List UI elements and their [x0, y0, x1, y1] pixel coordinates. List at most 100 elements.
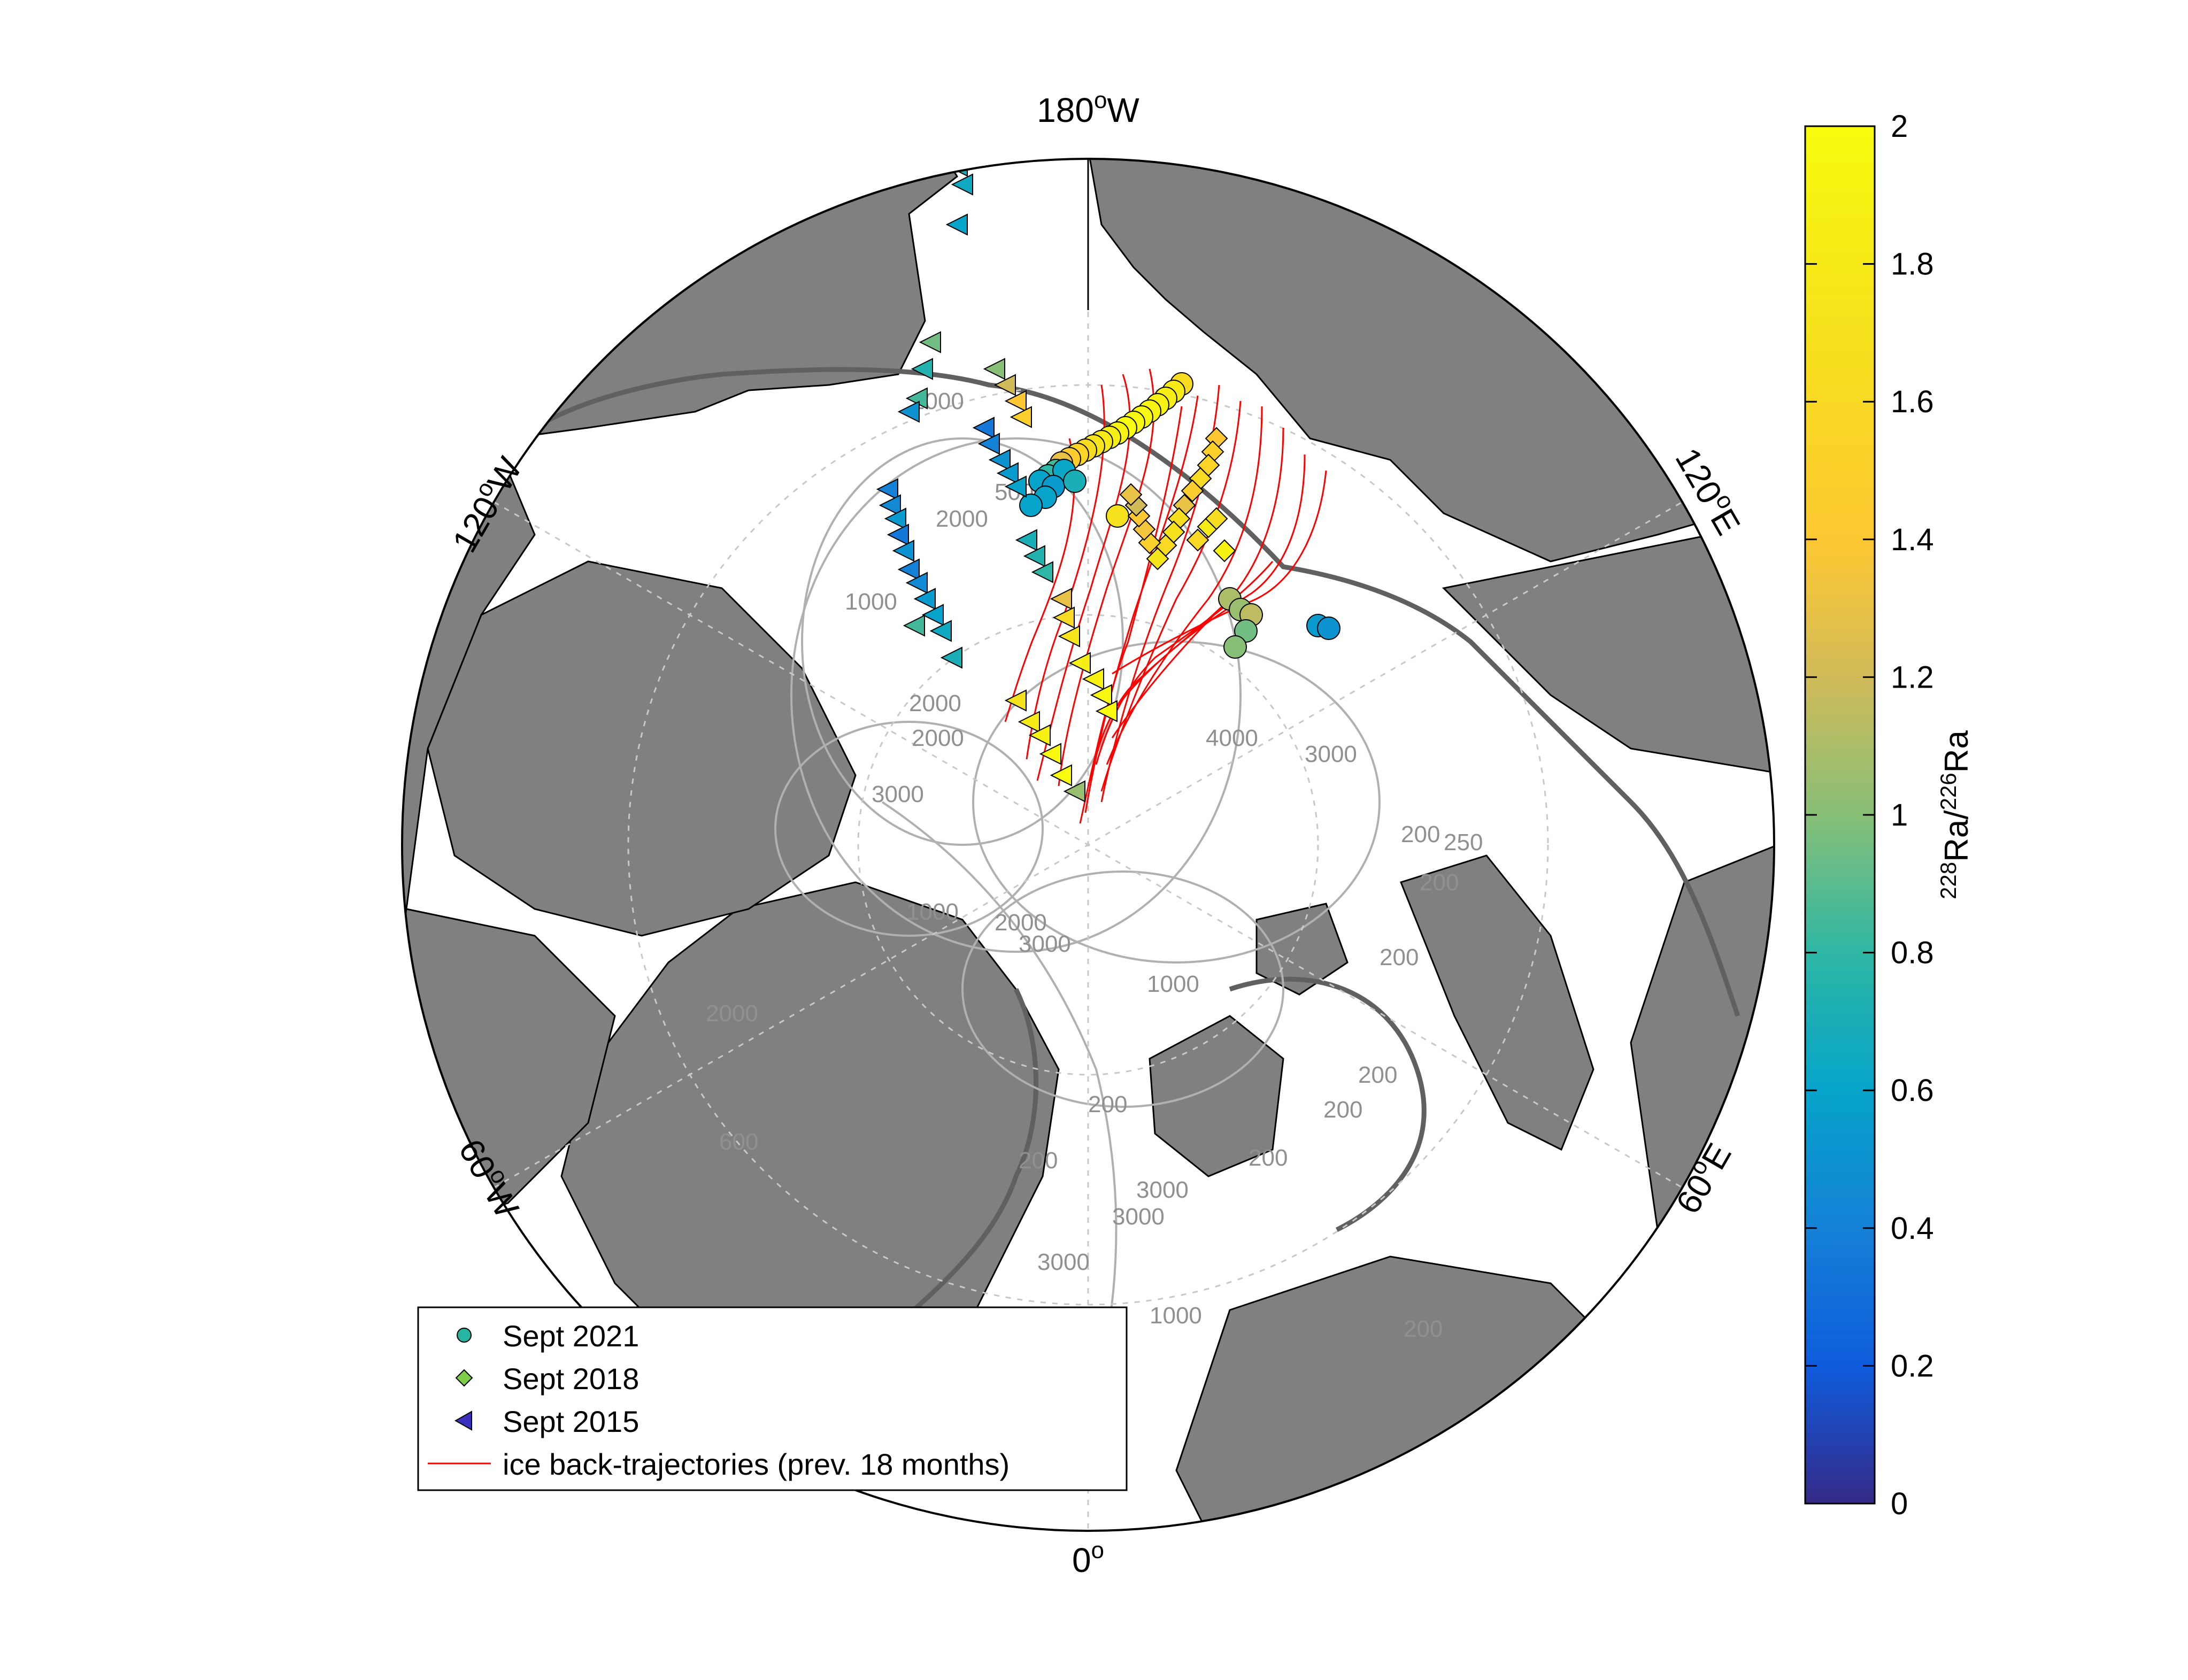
- station-2015-marker: [1010, 406, 1032, 428]
- contour-depth-label: 2000: [936, 506, 988, 532]
- station-2015-marker: [972, 417, 995, 439]
- station-2015-marker: [903, 614, 925, 637]
- station-2015-marker: [983, 358, 1005, 380]
- ice-back-trajectory: [1058, 368, 1155, 787]
- colorbar-tick-label: 0.4: [1891, 1211, 1934, 1246]
- station-2015-marker: [1068, 652, 1091, 674]
- contour-depth-label: 1000: [1150, 1303, 1202, 1329]
- station-2018-marker: [1181, 479, 1204, 503]
- legend-label-2015: Sept 2015: [503, 1405, 639, 1438]
- lon-label-0: 0o: [1072, 1537, 1104, 1579]
- contour-depth-label: 200: [1380, 944, 1419, 970]
- legend-marker-2018: [455, 1369, 473, 1387]
- station-2015-marker: [1015, 529, 1037, 551]
- station-2015-marker: [1004, 689, 1027, 712]
- contour-depth-label: 3000: [1037, 1249, 1090, 1275]
- colorbar-tick-label: 0.2: [1891, 1348, 1934, 1383]
- station-2015-marker: [929, 620, 952, 642]
- station-2015-marker: [892, 540, 914, 562]
- station-2015-marker: [1050, 764, 1072, 787]
- legend-label-2021: Sept 2021: [503, 1319, 639, 1353]
- station-2015-marker: [927, 130, 947, 151]
- colorbar-tick-label: 1.2: [1891, 660, 1934, 695]
- station-2015-marker: [1004, 475, 1027, 498]
- station-2018-marker: [1205, 507, 1228, 530]
- station-2021-marker: [1106, 504, 1129, 528]
- contour-basin-1: [790, 437, 1242, 953]
- station-2015-marker: [1063, 780, 1085, 803]
- station-2015-marker: [1095, 700, 1118, 722]
- station-2015-marker: [1031, 561, 1053, 583]
- station-2018-marker: [1213, 539, 1236, 562]
- contour-depth-label: 600: [719, 1129, 758, 1155]
- colorbar-tick-label: 1.6: [1891, 384, 1934, 419]
- lon-label-180w: 180oW: [1037, 87, 1139, 129]
- legend-marker-2021: [457, 1328, 472, 1343]
- contour-depth-label: 3000: [1112, 1204, 1165, 1230]
- contour-depth-label: 200: [1404, 1316, 1443, 1342]
- contour-depth-label: 250: [1444, 829, 1483, 856]
- contour-depth-label: 1000: [845, 589, 897, 615]
- shelf-break-eurasian: [721, 367, 1740, 1017]
- colorbar-tick-label: 2: [1891, 109, 1908, 144]
- ice-back-trajectory: [1106, 406, 1263, 765]
- station-2015-marker: [1050, 588, 1072, 610]
- station-2015-marker: [1004, 390, 1027, 412]
- contour-depth-label: 2000: [995, 910, 1047, 936]
- contour-basin-4: [774, 721, 1044, 937]
- contour-depth-label: 2000: [706, 1000, 758, 1027]
- station-2015-marker: [913, 588, 936, 610]
- station-2015-marker: [897, 558, 920, 581]
- station-2015-marker: [905, 572, 928, 594]
- contour-depth-label: 3000: [1136, 1177, 1189, 1203]
- land-svalbard: [1149, 1015, 1284, 1177]
- map-disk-border: [401, 158, 1775, 1532]
- colorbar-tick-label: 0: [1891, 1486, 1908, 1521]
- colorbar: 0 0.2 0.4 0.6 0.8 1 1.2 1.4 1.6 1.8 2 228Ra/226Ra: [1804, 109, 1975, 1521]
- colorbar-label: 228Ra/226Ra: [1936, 730, 1975, 899]
- station-2015-marker: [1028, 724, 1051, 746]
- station-2015-marker: [884, 507, 906, 530]
- colorbar-tick-label: 0.8: [1891, 936, 1934, 970]
- contour-ridge: [881, 801, 1118, 1391]
- station-2015-marker: [1082, 668, 1104, 690]
- station-2015-marker: [919, 331, 941, 353]
- station-2015-marker: [897, 400, 920, 423]
- station-2015-marker: [996, 462, 1019, 484]
- legend-box: [417, 1306, 1128, 1491]
- station-2015-marker: [1058, 625, 1080, 648]
- graticule-meridian-120: [494, 501, 1683, 1189]
- colorbar-ticks: 0 0.2 0.4 0.6 0.8 1 1.2 1.4 1.6 1.8 2: [1805, 109, 1934, 1521]
- station-2015-marker: [940, 646, 962, 669]
- contour-depth-label: 4000: [1206, 725, 1258, 751]
- contour-depth-label: 2000: [912, 725, 964, 751]
- colorbar-tick-label: 1.8: [1891, 247, 1934, 282]
- contour-depth-label: 200: [1401, 821, 1440, 847]
- station-2015-marker: [911, 358, 933, 380]
- station-2015-marker: [977, 433, 1000, 455]
- land-novaya-zemlya: [1400, 854, 1594, 1151]
- colorbar-tick-label: 1: [1891, 798, 1908, 833]
- contour-depth-label: 1000: [1147, 971, 1199, 997]
- station-2015-marker: [988, 449, 1011, 471]
- legend: Sept 2021 Sept 2018 Sept 2015 ice back-t…: [417, 1306, 1128, 1491]
- ice-back-trajectory: [1090, 598, 1231, 781]
- station-2021-marker: [1223, 635, 1247, 659]
- contour-depth-label: 3000: [1305, 741, 1357, 767]
- land-franz-josef: [1255, 903, 1349, 996]
- contour-basin-2: [801, 437, 1124, 846]
- station-2015-marker: [1018, 711, 1040, 733]
- shelf-break-barents: [1229, 976, 1427, 1232]
- legend-label-2018: Sept 2018: [503, 1362, 639, 1396]
- colorbar-tick-label: 0.6: [1891, 1073, 1934, 1108]
- contour-depth-label: 1000: [906, 899, 959, 925]
- contour-depth-label: 3000: [872, 781, 924, 807]
- contour-depth-label: 200: [1323, 1097, 1362, 1123]
- contour-depth-label: 200: [1249, 1145, 1288, 1171]
- station-2015-marker: [1039, 743, 1061, 765]
- station-2021-marker: [1317, 616, 1340, 640]
- legend-label-trajectory: ice back-trajectories (prev. 18 months): [503, 1447, 1010, 1481]
- colorbar-tick-label: 1.4: [1891, 522, 1934, 557]
